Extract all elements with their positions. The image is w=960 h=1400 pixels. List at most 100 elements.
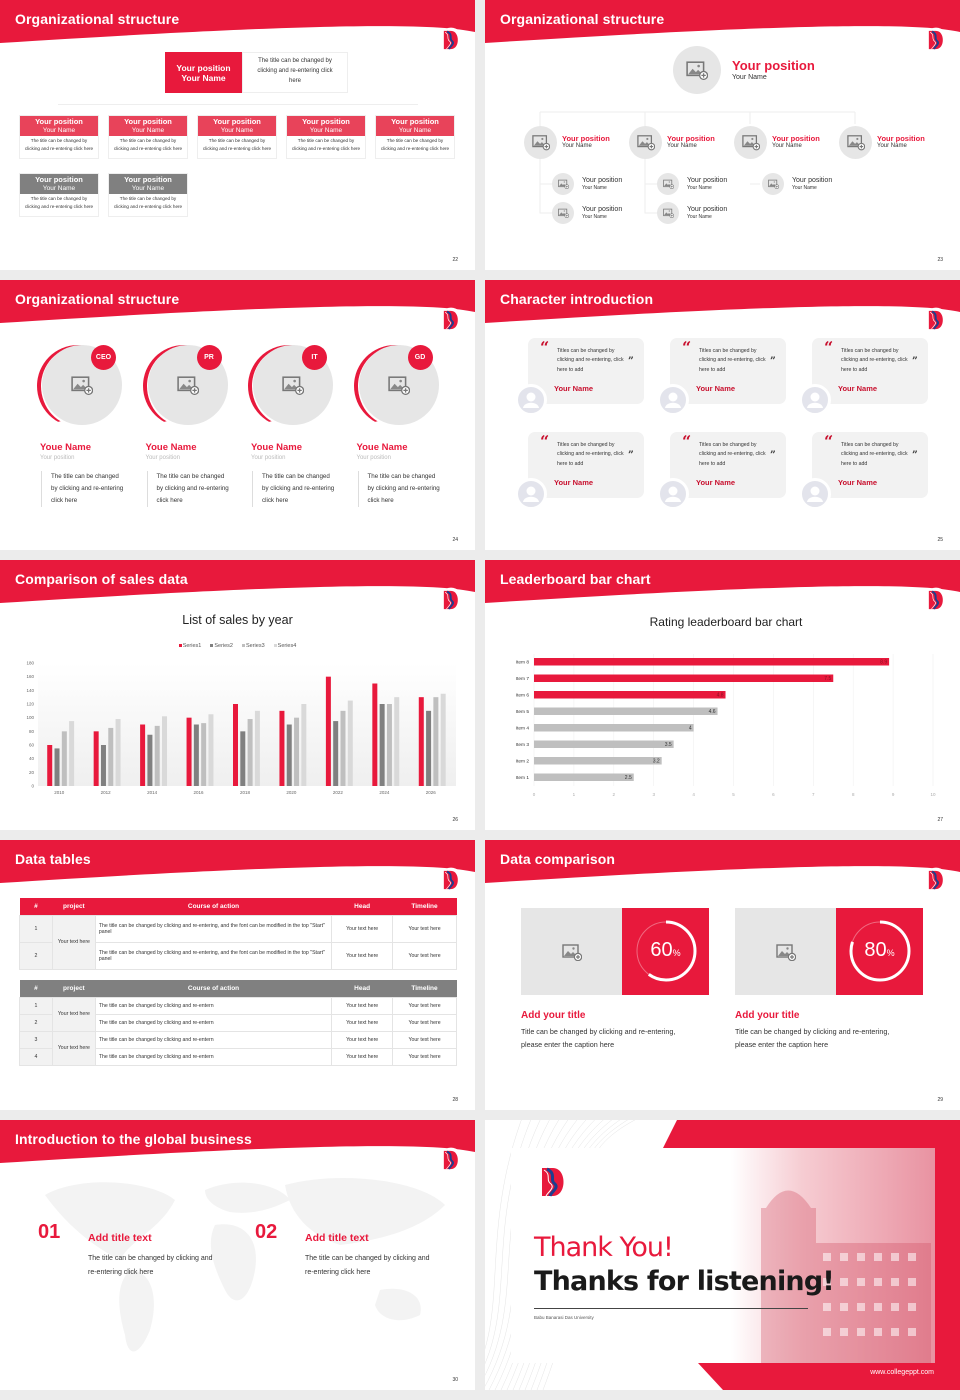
position-label: Your position bbox=[176, 63, 231, 73]
position-label: Your position bbox=[124, 117, 172, 126]
close-quote-icon: ” bbox=[770, 356, 776, 367]
badge-label: GD bbox=[414, 354, 426, 361]
bar-Series4-2012 bbox=[115, 719, 121, 786]
legend-swatch bbox=[242, 644, 245, 647]
row-number: 3 bbox=[19, 1030, 53, 1049]
position-label: Your position bbox=[213, 117, 261, 126]
top-position-box: Your position Your Name bbox=[165, 52, 242, 93]
category-label: Item 3 bbox=[516, 742, 530, 748]
org-card-header: Your position Your Name bbox=[20, 116, 98, 136]
university-logo bbox=[533, 1162, 573, 1207]
value: 80 bbox=[864, 939, 887, 961]
badge-label: PR bbox=[204, 354, 214, 361]
mid-name: Your Name bbox=[772, 143, 802, 149]
x-tick-label: 5 bbox=[732, 792, 735, 797]
legend-label: Series4 bbox=[277, 643, 297, 649]
slide-title: Organizational structure bbox=[15, 11, 180, 27]
bar-Series2-2024 bbox=[379, 704, 385, 786]
org-card: Your position Your Name The title can be c… bbox=[19, 173, 99, 217]
quote-card: “ ” Titles can be changed by clicking and … bbox=[812, 338, 928, 404]
photo-placeholder bbox=[735, 908, 836, 995]
world-map bbox=[0, 1120, 475, 1390]
avatar bbox=[515, 478, 547, 510]
category-label: Item 2 bbox=[516, 759, 530, 765]
data-label: 8.9 bbox=[880, 660, 887, 666]
avatar bbox=[657, 384, 689, 416]
legend-swatch bbox=[178, 644, 182, 647]
slide-23: Organizational structure 23 Your position Y… bbox=[485, 0, 960, 270]
quote-card: “ ” Titles can be changed by clicking and … bbox=[528, 432, 644, 498]
person-position: Your position bbox=[356, 455, 391, 461]
timeline-cell: Your text here bbox=[392, 1047, 457, 1066]
project-cell: Your text here bbox=[51, 996, 96, 1032]
data-label: 7.5 bbox=[824, 676, 831, 682]
quote-card: “ ” Titles can be changed by clicking and … bbox=[670, 432, 786, 498]
position-label: Your position bbox=[35, 117, 83, 126]
bar-Series4-2020 bbox=[301, 704, 307, 786]
head-cell: Your text here bbox=[331, 996, 394, 1015]
name-label: Your Name bbox=[181, 73, 226, 83]
quote-card: “ ” Titles can be changed by clicking and … bbox=[812, 432, 928, 498]
slide-27: Leaderboard bar chart 2 7 Rating leaderboar… bbox=[485, 560, 960, 830]
sales-bar-chart: 0 20 40 60 80 100 120 140 160 180 2010 2012 2014 2016… bbox=[26, 661, 456, 795]
top-position: Your position bbox=[732, 58, 815, 73]
name-label: Your Name bbox=[398, 127, 432, 134]
y-tick-label: 100 bbox=[26, 715, 34, 720]
open-quote-icon: “ bbox=[540, 432, 550, 451]
photo-placeholder bbox=[839, 126, 872, 159]
bar-Series1-2020 bbox=[279, 710, 285, 786]
x-tick-label: 2 bbox=[613, 792, 616, 797]
course-cell: The title can be changed by clicking and… bbox=[94, 1013, 333, 1032]
legend-item: Series4 bbox=[273, 643, 297, 649]
slide-30: Introduction to the global business 30 01 A… bbox=[0, 1120, 475, 1390]
column-header: Head bbox=[354, 902, 371, 910]
quote-text: Titles can be changed by clicking and re… bbox=[557, 442, 624, 467]
person-desc: The title can be changed by clicking and… bbox=[357, 471, 442, 507]
thanks-subheading: Thanks for listening! bbox=[534, 1266, 835, 1297]
sub-position: Your position bbox=[687, 206, 728, 213]
org-card-header: Your position Your Name bbox=[287, 116, 365, 136]
page-number: 23 bbox=[937, 257, 943, 263]
bar-item-1 bbox=[534, 773, 634, 781]
quote-card: “ ” Titles can be changed by clicking and … bbox=[528, 338, 644, 404]
open-quote-icon: “ bbox=[682, 432, 692, 451]
table-row: 4 The title can be changed by clicking an… bbox=[19, 1047, 457, 1066]
university-logo bbox=[923, 587, 949, 618]
org-card-header: Your position Your Name bbox=[109, 174, 187, 194]
university-logo bbox=[923, 867, 949, 898]
quote-name: Your Name bbox=[554, 384, 594, 393]
person-desc: The title can be changed by clicking and… bbox=[41, 471, 125, 507]
x-tick-label: 7 bbox=[812, 792, 815, 797]
avatar bbox=[515, 384, 547, 416]
column-header: Timeline bbox=[411, 902, 438, 910]
role-badge: CEO bbox=[91, 345, 116, 370]
photo-placeholder bbox=[657, 173, 679, 195]
legend-label: Series3 bbox=[246, 643, 265, 649]
quote-name: Your Name bbox=[838, 384, 878, 393]
data-label: 3.2 bbox=[653, 759, 660, 765]
bar-Series2-2014 bbox=[147, 734, 153, 786]
legend-label: Series2 bbox=[214, 643, 233, 649]
photo-placeholder bbox=[521, 908, 622, 995]
bar-item-3 bbox=[534, 740, 674, 748]
quote-text: Titles can be changed by clicking and re… bbox=[841, 348, 908, 373]
university-logo bbox=[438, 867, 464, 898]
chart-title: Rating leaderboard bar chart bbox=[649, 615, 803, 629]
sub-position: Your position bbox=[687, 177, 728, 184]
position-label: Your position bbox=[391, 117, 439, 126]
head-cell: Your text here bbox=[331, 1047, 394, 1066]
x-tick-label: 3 bbox=[652, 792, 655, 797]
header-band bbox=[0, 560, 475, 615]
item-number: 01 bbox=[38, 1221, 61, 1243]
slide-title: Data tables bbox=[15, 851, 91, 867]
bar-Series2-2012 bbox=[100, 745, 106, 786]
org-card-header: Your position Your Name bbox=[198, 116, 276, 136]
slide-title: Leaderboard bar chart bbox=[500, 571, 651, 587]
org-card-desc: The title can be changed by clicking and… bbox=[113, 138, 183, 151]
data-table-red: # project Course of action Head Timeline 1 You… bbox=[19, 898, 457, 970]
plot-background bbox=[38, 663, 456, 786]
close-quote-icon: ” bbox=[628, 356, 634, 367]
progress-ring bbox=[622, 908, 709, 1000]
row-number: 2 bbox=[19, 941, 53, 970]
timeline-cell: Your text here bbox=[392, 1030, 457, 1049]
